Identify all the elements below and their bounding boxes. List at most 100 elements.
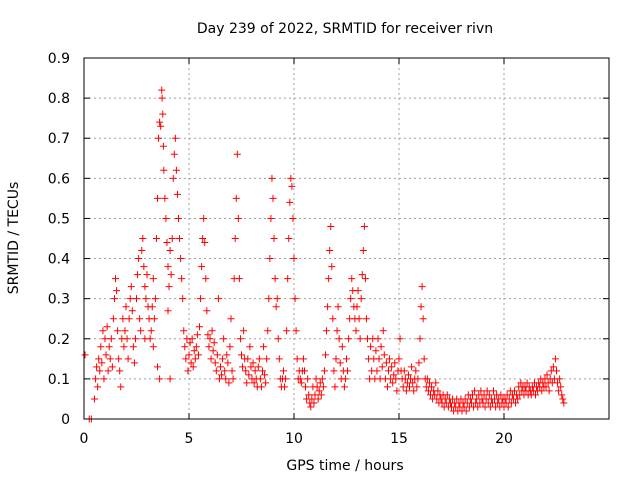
data-point (141, 283, 149, 291)
y-tick-label: 0.7 (48, 131, 70, 147)
axis-ticks (83, 57, 609, 420)
data-point (256, 375, 264, 383)
data-point (514, 395, 522, 403)
data-point (285, 235, 293, 242)
data-point (497, 391, 505, 399)
data-point (326, 247, 334, 255)
data-point (186, 339, 194, 347)
data-point (206, 335, 214, 343)
data-point (314, 395, 322, 403)
data-point (243, 379, 251, 387)
data-point (305, 391, 313, 399)
data-point (428, 383, 436, 391)
data-point (466, 395, 474, 403)
data-point (323, 327, 331, 335)
data-point (373, 367, 381, 375)
data-point (191, 355, 199, 363)
data-point (137, 327, 145, 335)
data-point (260, 343, 268, 351)
data-point (168, 235, 176, 242)
data-point (131, 335, 139, 343)
data-point (142, 295, 150, 303)
data-point (176, 235, 184, 242)
data-point (283, 327, 291, 335)
data-point (316, 379, 324, 387)
data-point (231, 235, 239, 242)
data-point (523, 379, 531, 387)
y-axis-label: SRMTID / TECUs (6, 182, 22, 295)
y-tick-label: 0.6 (48, 171, 70, 187)
data-point (360, 222, 368, 230)
data-point (352, 327, 360, 335)
data-point (160, 166, 168, 174)
data-point (291, 295, 299, 303)
data-point (425, 379, 433, 387)
data-point (418, 283, 426, 291)
data-point (120, 343, 128, 351)
data-point (97, 343, 105, 351)
data-point (95, 355, 103, 363)
data-point (229, 375, 237, 383)
x-tick-label: 15 (390, 431, 408, 447)
data-point (284, 275, 292, 283)
data-point (197, 295, 205, 303)
data-point (347, 295, 355, 303)
data-point (293, 355, 301, 363)
data-point (205, 343, 213, 351)
data-point (396, 335, 404, 343)
data-point (136, 315, 144, 323)
data-point (556, 375, 564, 383)
data-point (100, 375, 108, 383)
data-point (220, 335, 228, 343)
data-point (361, 275, 369, 283)
data-point (271, 275, 279, 283)
data-point (327, 222, 335, 230)
data-point (158, 94, 166, 102)
data-point (156, 375, 164, 383)
data-point (380, 351, 388, 359)
data-point (134, 271, 142, 279)
y-tick-label: 0.1 (48, 372, 70, 388)
data-point (157, 122, 165, 130)
data-point (175, 214, 182, 222)
data-point (471, 387, 479, 395)
data-point (207, 355, 215, 363)
data-point (114, 327, 122, 335)
data-point (189, 363, 197, 371)
data-point (286, 198, 294, 206)
data-point (129, 343, 137, 351)
data-point (147, 327, 155, 335)
data-point (226, 343, 234, 351)
data-point (512, 399, 520, 407)
data-point (225, 379, 233, 387)
data-point (328, 263, 336, 271)
data-point (245, 371, 253, 379)
data-point (166, 375, 174, 383)
data-point (239, 363, 247, 371)
data-point (198, 263, 206, 271)
data-point (432, 379, 440, 387)
data-point (116, 367, 124, 375)
data-point (304, 375, 312, 383)
data-point (317, 391, 325, 399)
data-point (345, 335, 353, 343)
data-point (224, 359, 232, 367)
data-point (296, 375, 304, 383)
data-point (236, 335, 244, 343)
data-point (340, 383, 348, 391)
data-point (251, 367, 259, 375)
data-point (152, 235, 160, 242)
data-point (325, 275, 333, 283)
data-point (201, 239, 209, 247)
data-point (221, 367, 229, 375)
data-point (413, 383, 421, 391)
data-point (200, 214, 208, 222)
data-point (282, 375, 290, 383)
data-point (404, 371, 412, 379)
data-point (331, 383, 339, 391)
y-tick-label: 0.8 (48, 91, 70, 107)
data-point (315, 387, 323, 395)
data-point (135, 255, 143, 263)
data-point (554, 379, 562, 387)
